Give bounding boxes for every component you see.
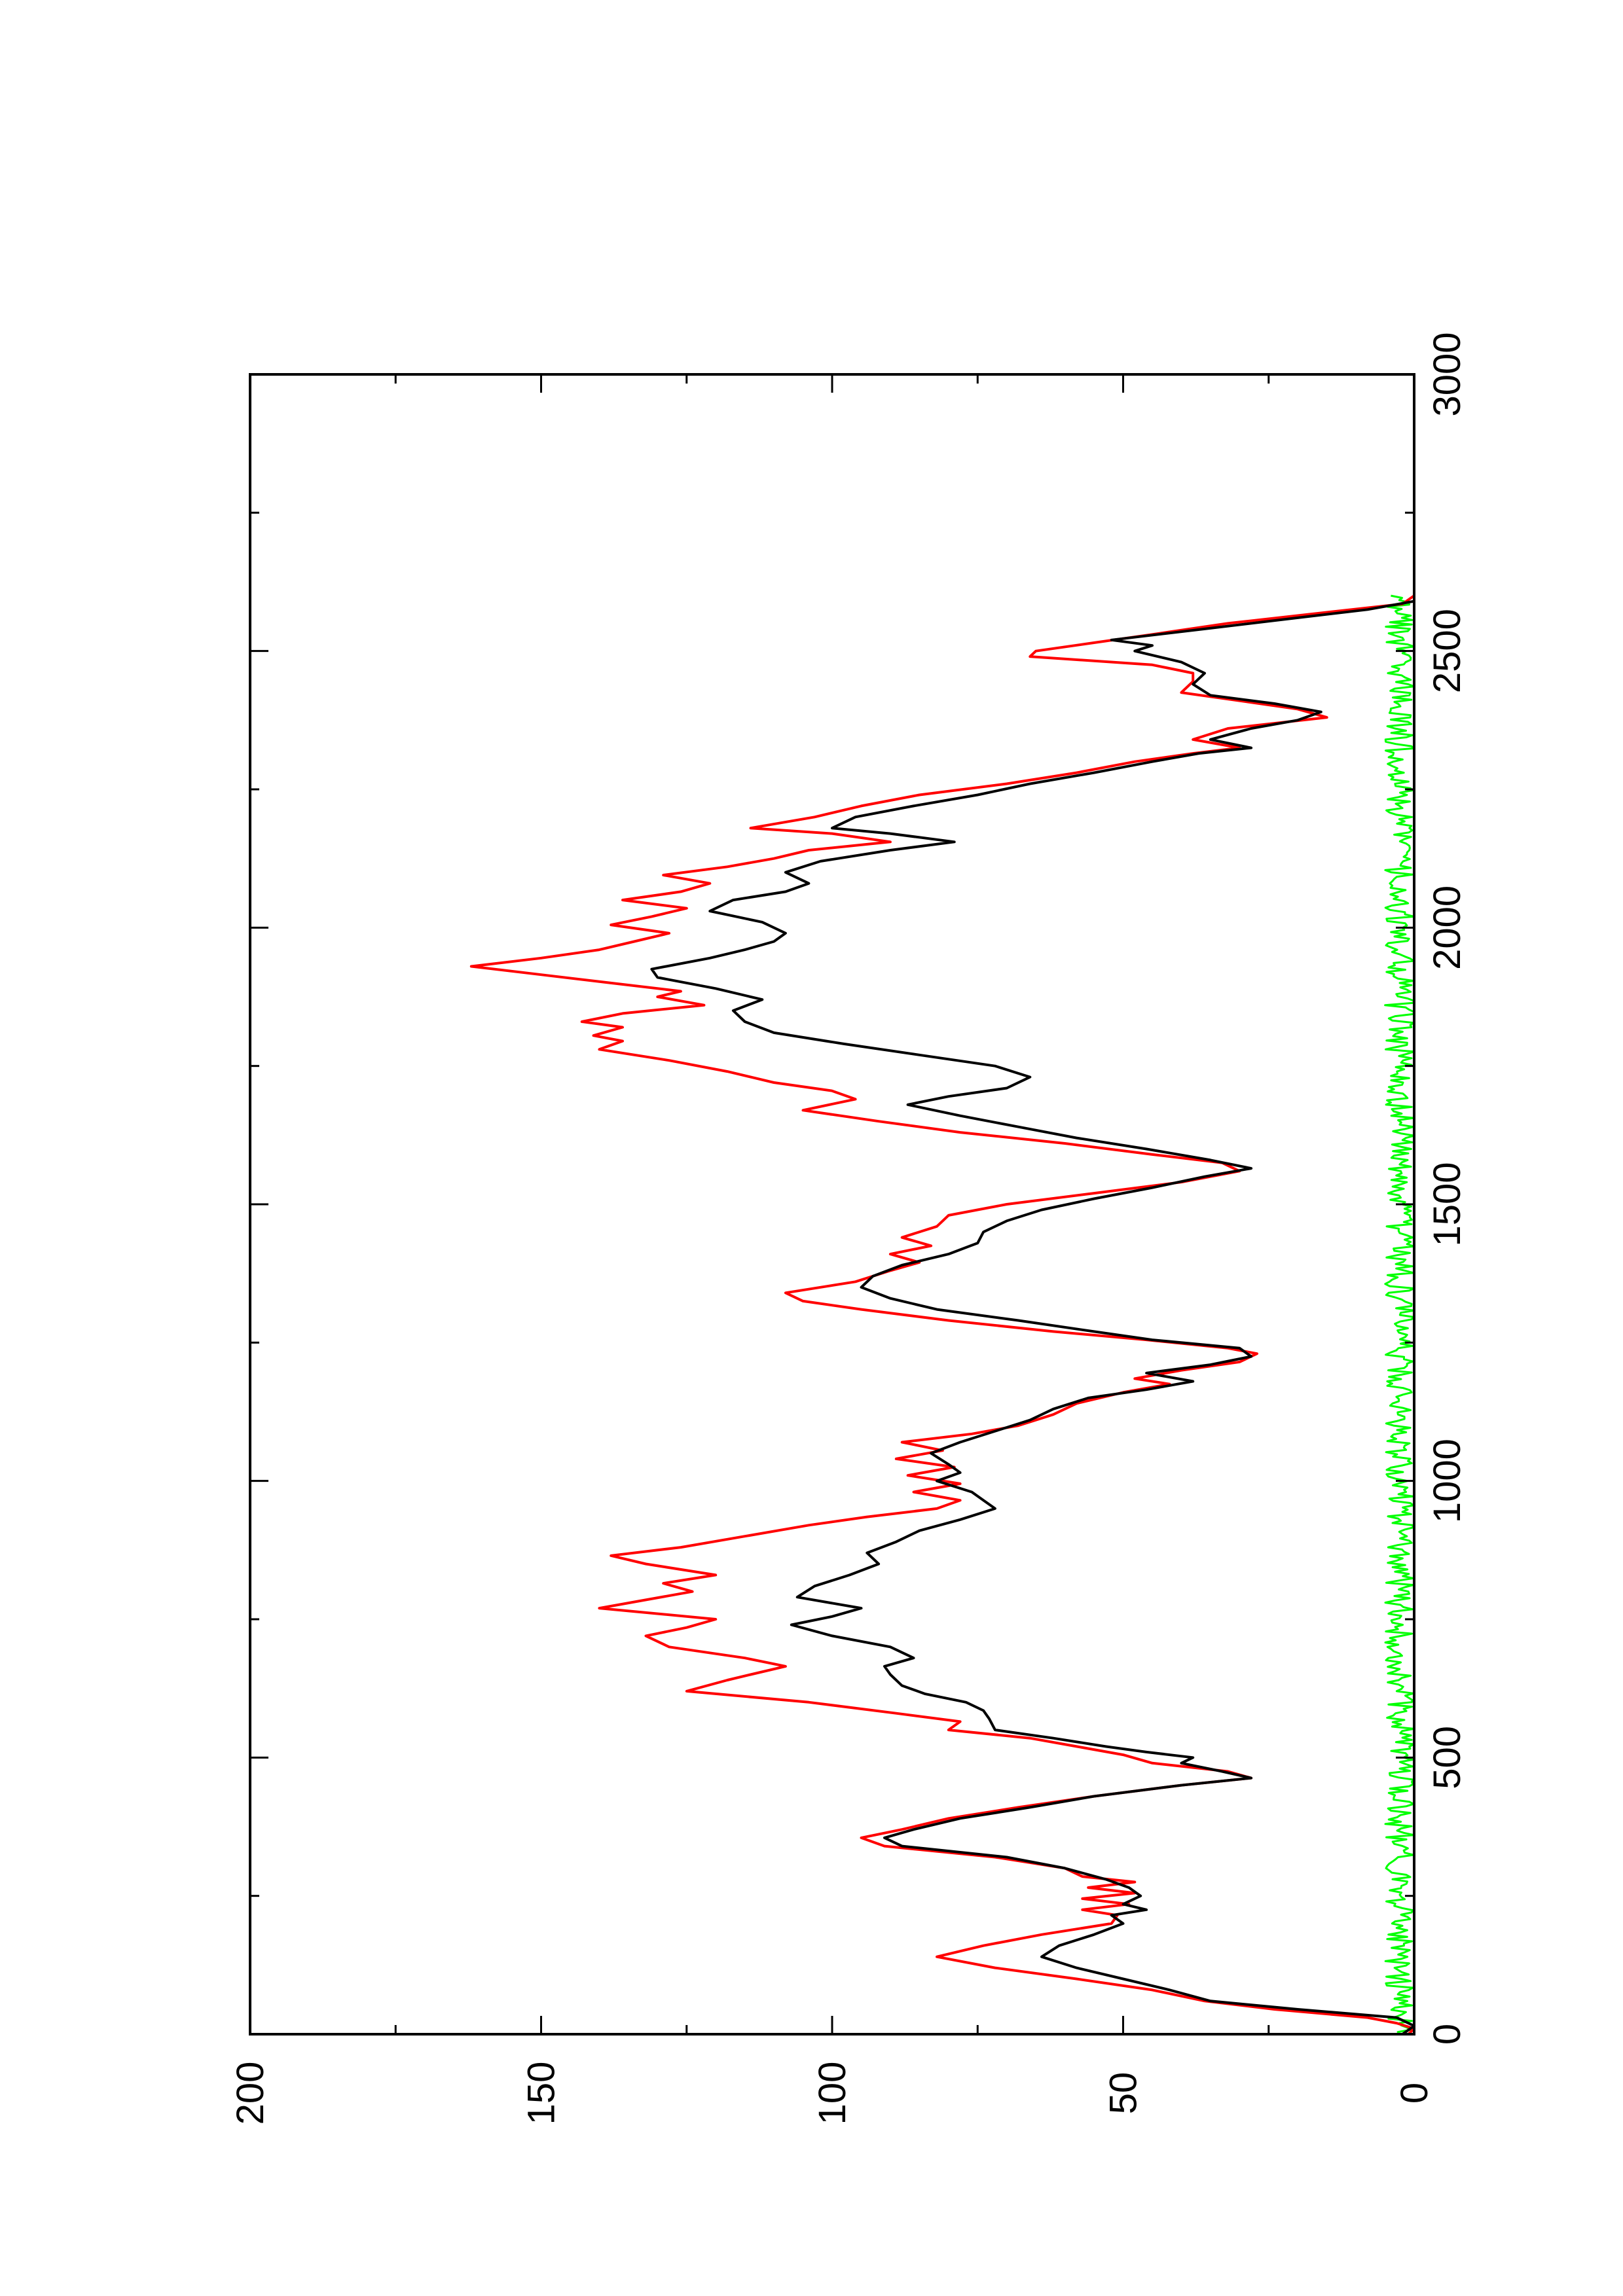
x-tick-label: 1000 <box>1426 1439 1468 1523</box>
y-tick-label: 100 <box>811 2062 854 2125</box>
y-tick-label: 0 <box>1393 2083 1436 2104</box>
ticks-layer <box>249 373 1415 2036</box>
series-line-2 <box>1384 594 1415 2036</box>
y-tick-label: 200 <box>229 2062 272 2125</box>
y-tick-label: 150 <box>520 2062 563 2125</box>
y-tick-label: 50 <box>1103 2072 1145 2115</box>
x-tick-label: 0 <box>1426 2024 1468 2045</box>
series-layer <box>469 594 1415 2036</box>
series-line-1 <box>469 594 1415 2036</box>
x-tick-label: 2500 <box>1426 609 1468 693</box>
labels-layer: 0 500 1000 1500 2000 2500 3000 0 50 100 150 200 <box>229 332 1468 2125</box>
x-tick-label: 2000 <box>1426 886 1468 970</box>
x-tick-label: 500 <box>1426 1726 1468 1789</box>
x-tick-label: 1500 <box>1426 1162 1468 1246</box>
series-line-0 <box>650 600 1415 2036</box>
x-tick-label: 3000 <box>1426 332 1468 416</box>
